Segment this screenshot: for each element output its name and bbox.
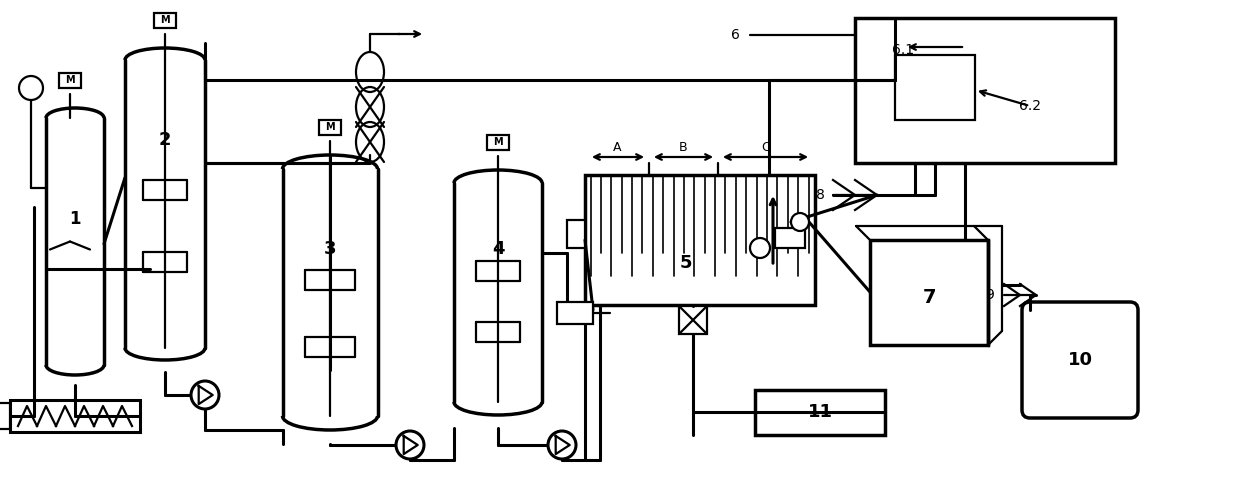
Text: M: M [325,122,335,132]
Text: C: C [762,140,771,154]
Text: 8: 8 [815,188,824,202]
FancyBboxPatch shape [1022,302,1137,418]
Text: 10: 10 [1068,351,1093,369]
Bar [870,240,987,345]
Text: 5: 5 [680,254,693,272]
Circle shape [191,381,219,409]
Bar [895,55,975,120]
Bar [10,400,140,432]
Text: B: B [679,140,688,154]
Circle shape [396,431,424,459]
Circle shape [548,431,576,459]
Bar [0,403,10,429]
Bar [855,18,1115,163]
Bar [776,228,805,248]
Bar [585,175,815,305]
Bar [487,135,509,150]
Text: A: A [613,140,621,154]
Text: M: M [493,137,503,147]
Text: 9: 9 [985,288,995,302]
Text: 7: 7 [922,288,935,307]
Bar [755,390,885,435]
Text: 3: 3 [323,240,336,258]
Text: 6.1: 6.1 [892,43,914,57]
Bar [679,306,707,334]
Bar [558,302,593,324]
Text: 4: 4 [492,240,504,258]
Text: 6: 6 [731,28,740,42]
Circle shape [790,213,809,231]
Bar [59,73,81,88]
Bar [318,120,341,136]
Text: 6.2: 6.2 [1018,99,1041,113]
Text: M: M [160,15,170,25]
Circle shape [750,238,769,258]
Bar [154,13,176,28]
Text: M: M [66,75,74,85]
Text: 2: 2 [159,131,171,149]
Text: 1: 1 [69,210,81,228]
Text: 11: 11 [808,403,833,421]
Bar [567,220,585,248]
